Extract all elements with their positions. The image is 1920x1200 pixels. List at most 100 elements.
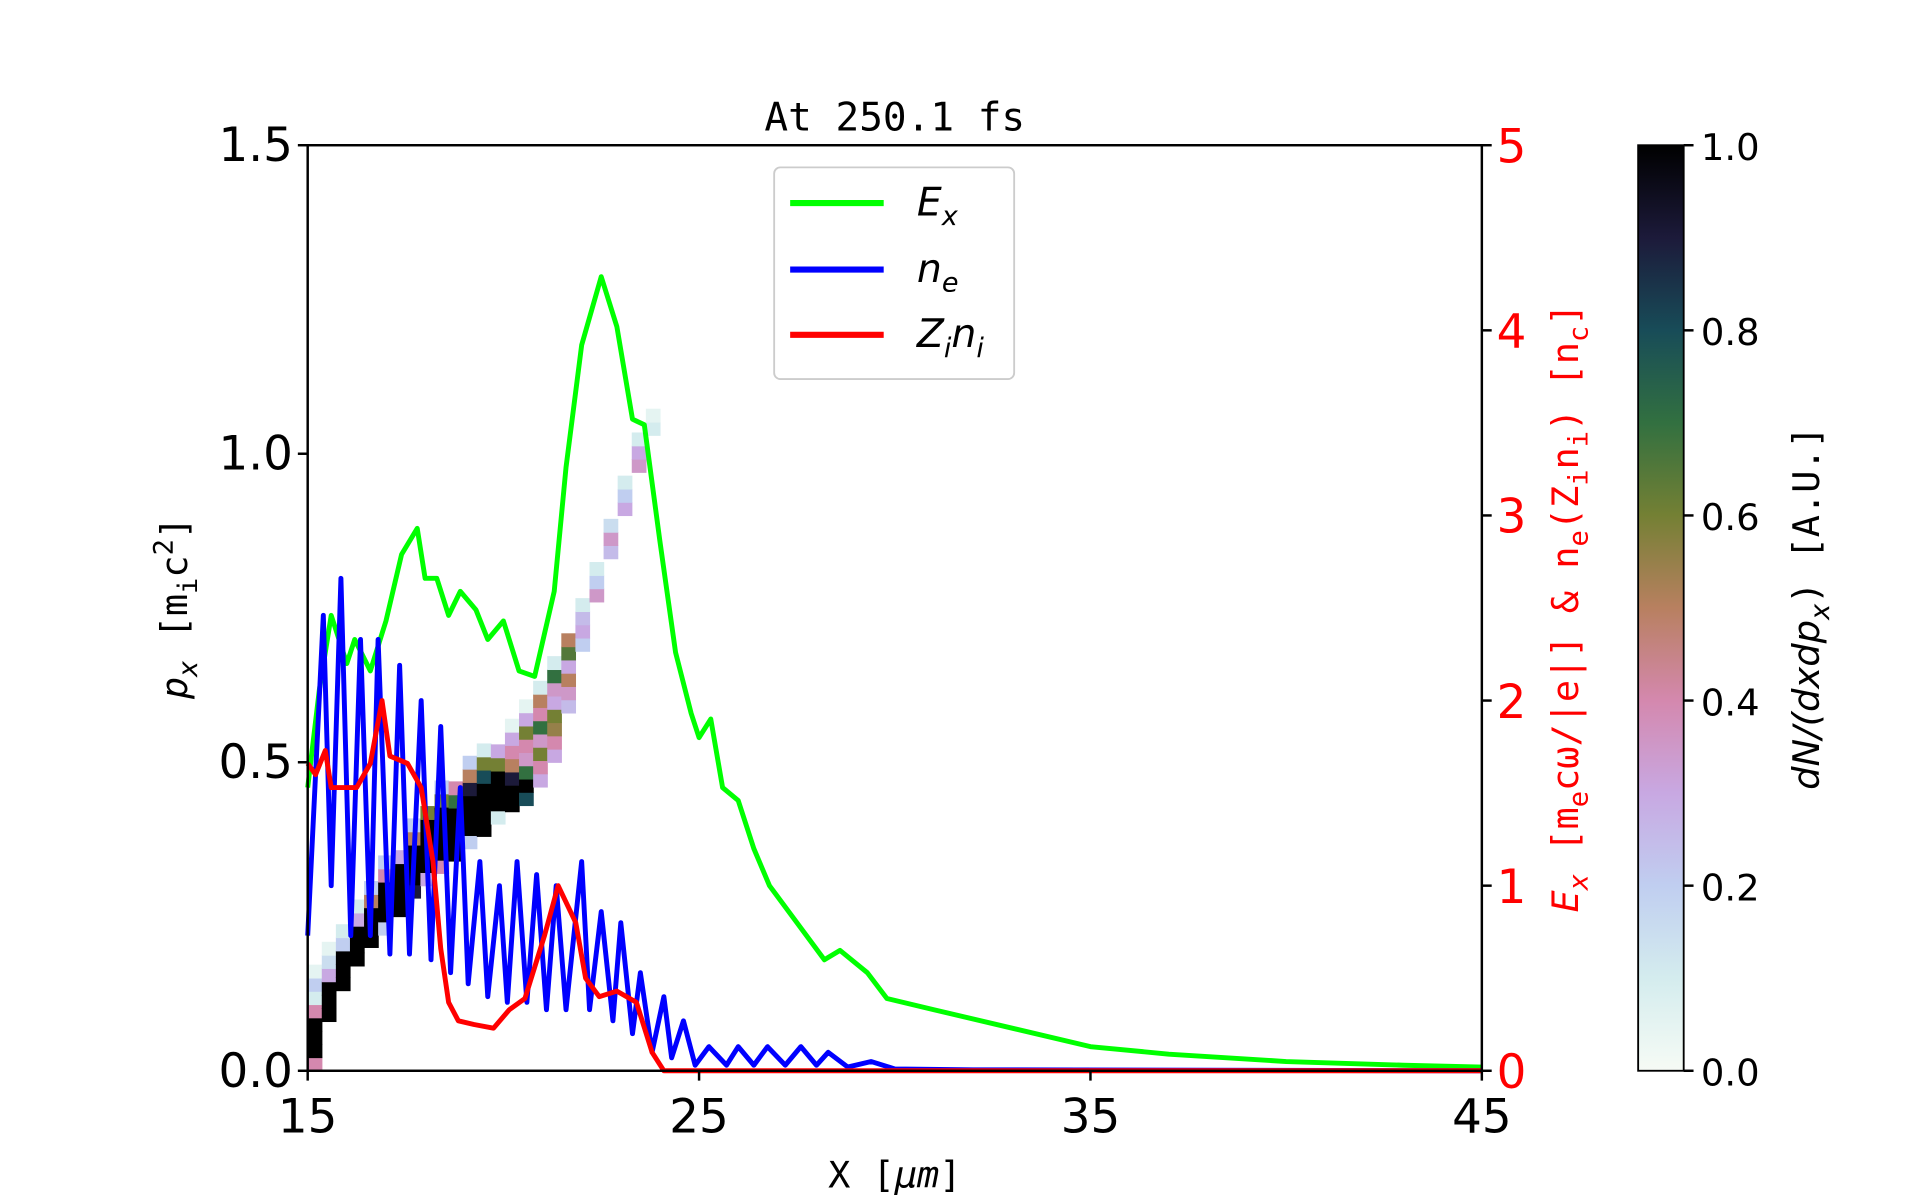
heatmap-cell: [504, 745, 520, 760]
line-series: [305, 274, 1482, 1074]
heatmap-cell: [575, 624, 591, 639]
x-tick-label: 15: [278, 1090, 338, 1144]
colorbar-tick-label: 1.0: [1701, 126, 1760, 169]
heatmap-cell: [307, 1017, 323, 1032]
heatmap-cell: [321, 955, 337, 969]
colorbar-ticks: 0.0 0.2 0.4 0.6 0.8 1.0: [1683, 126, 1760, 1095]
x-axis-label: X [μm]: [828, 1154, 961, 1197]
left-y-axis-label: px [mic2]: [148, 517, 204, 700]
heatmap-cell: [462, 822, 478, 836]
heatmap-cell: [307, 1004, 323, 1019]
right-y-tick-label: 0: [1497, 1046, 1527, 1100]
heatmap-cell: [547, 656, 562, 671]
heatmap-cell: [307, 964, 323, 979]
heatmap-cell: [645, 421, 661, 436]
heatmap-cell: [645, 408, 661, 423]
heatmap-cell: [547, 735, 562, 750]
heatmap-cell: [533, 760, 548, 775]
heatmap-cell: [476, 756, 492, 771]
legend: Ex ne Zini: [773, 166, 1016, 380]
heatmap-cell: [504, 758, 520, 773]
heatmap-cell: [307, 1044, 323, 1059]
heatmap-cell: [321, 941, 337, 956]
heatmap-cell: [476, 743, 492, 758]
left-y-tick-label: 0.0: [219, 1045, 293, 1099]
heatmap-cell: [321, 968, 337, 983]
heatmap-cell: [504, 785, 520, 799]
heatmap-cell: [462, 835, 478, 850]
heatmap-cell: [561, 673, 577, 687]
right-y-tick-label: 4: [1497, 306, 1527, 360]
heatmap-cell: [335, 950, 351, 965]
heatmap-cell: [392, 863, 407, 878]
heatmap-cell: [307, 977, 323, 992]
plot-frame: [306, 144, 1484, 1072]
heatmap-cell: [589, 588, 605, 603]
colorbar-tick-label: 0.0: [1701, 1052, 1760, 1095]
heatmap-cell: [504, 732, 520, 746]
colorbar: [1637, 144, 1685, 1072]
heatmap-cell: [490, 757, 506, 772]
heatmap-cell: [519, 699, 534, 714]
heatmap-cell: [519, 712, 534, 727]
heatmap-cell: [617, 475, 633, 490]
heatmap-cell: [519, 739, 534, 753]
legend-label-ne: ne: [917, 246, 959, 299]
heatmap-cell: [547, 748, 562, 763]
x-tick-label: 45: [1452, 1090, 1512, 1144]
heatmap-cell: [617, 488, 633, 503]
legend-label-ex: Ex: [917, 179, 959, 232]
heatmap-cell: [490, 744, 506, 759]
left-y-tick-label: 1.0: [219, 428, 293, 482]
heatmap-cell: [533, 720, 548, 735]
heatmap-cell: [462, 795, 478, 810]
heatmap-cell: [533, 773, 548, 788]
heatmap-cell: [631, 432, 647, 447]
ex-line: [305, 274, 1482, 1070]
heatmap-cell: [349, 926, 365, 940]
right-y-axis-ticks: 0 1 2 3 4 5: [1481, 120, 1527, 1100]
heatmap-cell: [561, 659, 577, 674]
heatmap-cell: [561, 686, 577, 701]
heatmap-cell: [603, 518, 619, 533]
heatmap-cell: [490, 770, 506, 785]
heatmap-cell: [462, 755, 478, 770]
heatmap-cell: [533, 707, 548, 722]
legend-box: [773, 166, 1016, 380]
heatmap-cell: [533, 733, 548, 748]
x-axis-ticks: 15 25 35 45: [278, 1070, 1512, 1144]
heatmap-cell: [307, 991, 323, 1006]
heatmap-cell: [476, 769, 492, 784]
colorbar-tick-label: 0.2: [1701, 866, 1760, 909]
heatmap-cell: [392, 889, 407, 904]
colorbar-tick-label: 0.4: [1701, 681, 1760, 724]
heatmap-cell: [547, 682, 562, 697]
heatmap-cell: [603, 545, 619, 560]
heatmap-cell: [307, 1057, 323, 1072]
heatmap-cell: [547, 669, 562, 684]
ne-line: [305, 575, 1482, 1074]
heatmap-cell: [462, 808, 478, 823]
heatmap-cell: [349, 939, 365, 954]
heatmap-cell: [589, 562, 605, 576]
heatmap-cell: [335, 977, 351, 992]
heatmap-cell: [349, 952, 365, 967]
heatmap-cell: [504, 718, 520, 733]
colorbar-label: dN/(dxdpx) [A.U.]: [1785, 426, 1836, 790]
heatmap-cell: [533, 694, 548, 708]
heatmap-cell: [519, 765, 534, 780]
right-y-tick-label: 2: [1497, 676, 1527, 730]
heatmap-cell: [321, 981, 337, 996]
x-tick-label: 35: [1061, 1090, 1121, 1144]
heatmap-cell: [392, 903, 407, 918]
zini-line: [305, 698, 1482, 1074]
heatmap-cell: [561, 646, 577, 661]
heatmap-cell: [307, 1030, 323, 1045]
heatmap-cell: [575, 598, 591, 613]
heatmap-cell: [519, 725, 534, 740]
right-y-tick-label: 1: [1497, 861, 1527, 915]
heatmap-cell: [321, 1008, 337, 1023]
heatmap-cell: [561, 633, 577, 648]
heatmap-cell: [589, 575, 605, 590]
